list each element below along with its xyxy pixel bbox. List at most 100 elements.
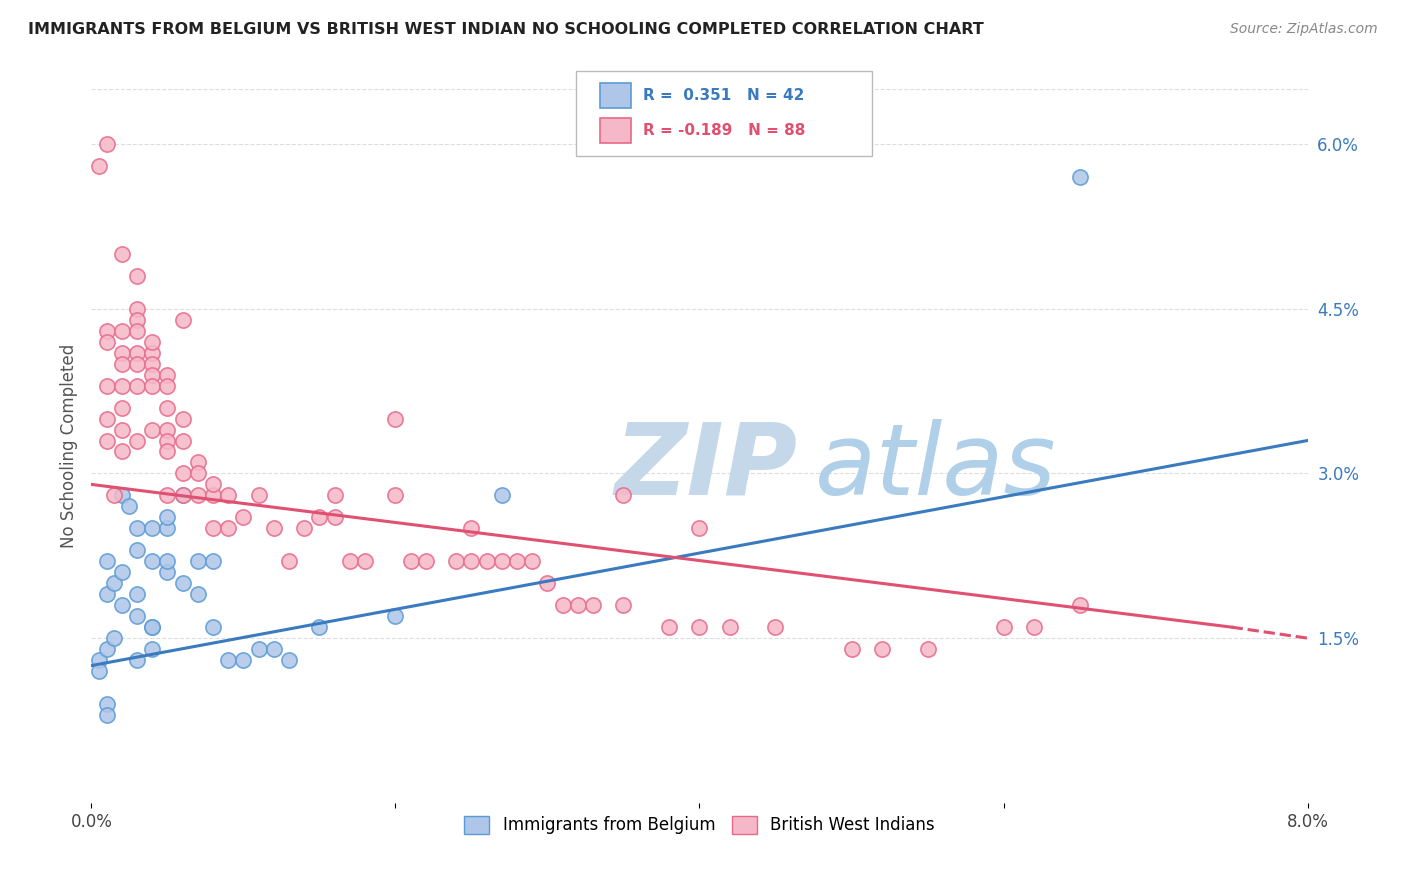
Point [125, 345, 148, 359]
Point [103, 488, 125, 502]
Point [141, 642, 163, 657]
Point [247, 488, 270, 502]
Point [339, 554, 361, 568]
Text: R =  0.351   N = 42: R = 0.351 N = 42 [643, 87, 804, 103]
Point [156, 401, 179, 415]
Point [612, 488, 634, 502]
Point [125, 653, 148, 667]
Point [217, 521, 239, 535]
Point [308, 620, 330, 634]
Point [111, 488, 134, 502]
Point [308, 510, 330, 524]
Point [141, 620, 163, 634]
Point [460, 521, 482, 535]
Point [111, 324, 134, 338]
Point [96, 587, 118, 601]
Point [111, 345, 134, 359]
Point [491, 554, 513, 568]
Point [141, 378, 163, 392]
Point [202, 554, 225, 568]
Point [156, 510, 179, 524]
Point [278, 653, 301, 667]
Point [232, 510, 254, 524]
Point [202, 477, 225, 491]
Point [172, 467, 194, 481]
Point [551, 598, 574, 612]
Point [156, 368, 179, 382]
Point [917, 642, 939, 657]
Point [1022, 620, 1045, 634]
Point [156, 434, 179, 448]
Text: R = -0.189   N = 88: R = -0.189 N = 88 [643, 122, 804, 137]
Text: Source: ZipAtlas.com: Source: ZipAtlas.com [1230, 22, 1378, 37]
Point [141, 345, 163, 359]
Point [156, 554, 179, 568]
Point [187, 587, 209, 601]
Point [141, 521, 163, 535]
Point [141, 423, 163, 437]
Point [718, 620, 741, 634]
Point [475, 554, 498, 568]
Point [125, 587, 148, 601]
Point [582, 598, 605, 612]
Point [247, 642, 270, 657]
Point [187, 467, 209, 481]
Text: ZIP: ZIP [614, 419, 797, 516]
Point [156, 378, 179, 392]
Point [111, 247, 134, 261]
Legend: Immigrants from Belgium, British West Indians: Immigrants from Belgium, British West In… [457, 809, 942, 841]
Point [1069, 598, 1091, 612]
Point [111, 598, 134, 612]
Point [141, 554, 163, 568]
Point [125, 301, 148, 316]
Point [688, 521, 710, 535]
Point [96, 642, 118, 657]
Point [96, 708, 118, 723]
Point [125, 543, 148, 558]
Point [118, 500, 141, 514]
Point [156, 444, 179, 458]
Point [765, 620, 787, 634]
Point [172, 434, 194, 448]
Point [111, 378, 134, 392]
Point [263, 521, 285, 535]
Point [96, 137, 118, 152]
Point [278, 554, 301, 568]
Point [323, 510, 346, 524]
Point [658, 620, 681, 634]
Point [156, 488, 179, 502]
Point [491, 488, 513, 502]
Text: IMMIGRANTS FROM BELGIUM VS BRITISH WEST INDIAN NO SCHOOLING COMPLETED CORRELATIO: IMMIGRANTS FROM BELGIUM VS BRITISH WEST … [28, 22, 984, 37]
Point [323, 488, 346, 502]
Text: atlas: atlas [815, 419, 1057, 516]
Point [172, 488, 194, 502]
Point [202, 620, 225, 634]
Point [415, 554, 437, 568]
Point [506, 554, 529, 568]
Point [96, 697, 118, 711]
Point [217, 653, 239, 667]
Point [384, 488, 406, 502]
Point [292, 521, 315, 535]
Point [187, 488, 209, 502]
Point [103, 631, 125, 645]
Point [399, 554, 422, 568]
Point [354, 554, 377, 568]
Point [841, 642, 863, 657]
Point [567, 598, 589, 612]
Point [460, 554, 482, 568]
Point [232, 653, 254, 667]
Point [156, 566, 179, 580]
Point [141, 620, 163, 634]
Point [125, 312, 148, 326]
Point [1069, 169, 1091, 184]
Point [993, 620, 1015, 634]
Point [536, 576, 558, 591]
Point [172, 411, 194, 425]
Point [444, 554, 467, 568]
Point [111, 566, 134, 580]
Point [103, 576, 125, 591]
Point [384, 411, 406, 425]
Y-axis label: No Schooling Completed: No Schooling Completed [59, 344, 77, 548]
Point [96, 334, 118, 349]
